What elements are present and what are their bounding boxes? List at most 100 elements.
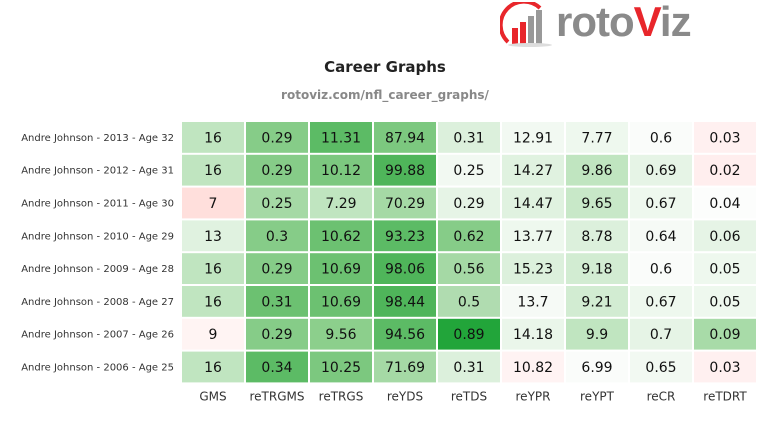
heatmap-cell xyxy=(438,220,500,252)
heatmap-cell xyxy=(502,187,564,219)
heatmap-cell xyxy=(694,187,756,219)
cell-value: 14.47 xyxy=(513,196,553,212)
column-label: reTRGS xyxy=(319,389,364,403)
heatmap-cell xyxy=(310,286,372,317)
heatmap-cell xyxy=(502,122,564,153)
heatmap-cell xyxy=(630,122,692,153)
cell-value: 16 xyxy=(204,163,222,179)
heatmap-cell xyxy=(694,220,756,252)
heatmap-cell xyxy=(246,351,308,383)
heatmap-cell xyxy=(502,351,564,383)
heatmap-cell xyxy=(374,122,436,153)
heatmap-cell xyxy=(630,253,692,284)
heatmap-cell xyxy=(566,318,628,350)
cell-value: 0.69 xyxy=(645,163,676,179)
heatmap-cell xyxy=(438,318,500,350)
rotoviz-logo: rotoViz xyxy=(498,0,700,47)
cell-value: 0.31 xyxy=(453,360,484,376)
row-label: Andre Johnson - 2013 - Age 32 xyxy=(21,133,174,144)
heatmap-cell xyxy=(310,351,372,383)
row-label: Andre Johnson - 2010 - Age 29 xyxy=(21,231,174,242)
heatmap-cell xyxy=(246,122,308,153)
cell-value: 13.77 xyxy=(513,229,553,245)
cell-value: 9.86 xyxy=(581,163,612,179)
cell-value: 0.04 xyxy=(709,196,740,212)
heatmap-cell xyxy=(630,351,692,383)
cell-value: 0.29 xyxy=(453,196,484,212)
cell-value: 15.23 xyxy=(513,262,553,278)
heatmap-cell xyxy=(694,122,756,153)
cell-value: 10.25 xyxy=(321,360,361,376)
heatmap-cell xyxy=(438,187,500,219)
cell-value: 7 xyxy=(209,196,218,212)
cell-value: 0.31 xyxy=(453,130,484,146)
row-label: Andre Johnson - 2009 - Age 28 xyxy=(21,264,174,275)
cell-value: 0.25 xyxy=(261,196,292,212)
row-label: Andre Johnson - 2011 - Age 30 xyxy=(21,199,174,210)
heatmap-cell xyxy=(694,286,756,317)
heatmap-cell xyxy=(502,318,564,350)
heatmap-cell xyxy=(374,351,436,383)
cell-value: 9 xyxy=(209,327,218,343)
heatmap-cell xyxy=(694,351,756,383)
heatmap-cell xyxy=(566,122,628,153)
heatmap-cell xyxy=(566,286,628,317)
heatmap-cell xyxy=(310,122,372,153)
heatmap-cell xyxy=(310,154,372,186)
cell-value: 7.29 xyxy=(325,196,356,212)
cell-value: 10.62 xyxy=(321,229,361,245)
cell-value: 0.29 xyxy=(261,130,292,146)
cell-value: 0.67 xyxy=(645,294,676,310)
cell-value: 0.29 xyxy=(261,327,292,343)
heatmap-cell xyxy=(502,220,564,252)
heatmap-cell xyxy=(182,253,244,284)
chart-title: Career Graphs xyxy=(324,58,446,76)
heatmap-cell xyxy=(310,253,372,284)
heatmap-cell xyxy=(438,286,500,317)
heatmap-cell xyxy=(438,154,500,186)
heatmap-cell xyxy=(566,253,628,284)
cell-value: 0.29 xyxy=(261,262,292,278)
cell-value: 0.65 xyxy=(645,360,676,376)
column-label: reTRGMS xyxy=(250,389,305,403)
heatmap-cell xyxy=(182,318,244,350)
heatmap-cell xyxy=(246,253,308,284)
logo-text: roto xyxy=(556,0,635,45)
heatmap-cell xyxy=(694,318,756,350)
heatmap-cell xyxy=(182,154,244,186)
heatmap-cell xyxy=(502,154,564,186)
column-label: reCR xyxy=(647,389,676,403)
cell-value: 0.05 xyxy=(709,262,740,278)
cell-value: 71.69 xyxy=(385,360,425,376)
column-label: reYPT xyxy=(580,389,615,403)
cell-value: 10.82 xyxy=(513,360,553,376)
column-label: GMS xyxy=(199,389,226,403)
cell-value: 10.69 xyxy=(321,294,361,310)
cell-value: 0.06 xyxy=(709,229,740,245)
cell-value: 6.99 xyxy=(581,360,612,376)
cell-value: 0.5 xyxy=(458,294,480,310)
cell-value: 0.3 xyxy=(266,229,288,245)
heatmap-cell xyxy=(566,351,628,383)
cell-value: 14.27 xyxy=(513,163,553,179)
heatmap-cell xyxy=(566,154,628,186)
cell-value: 10.12 xyxy=(321,163,361,179)
cell-value: 0.05 xyxy=(709,294,740,310)
heatmap-cell xyxy=(182,187,244,219)
heatmap-cell xyxy=(182,220,244,252)
cell-value: 94.56 xyxy=(385,327,425,343)
cell-value: 16 xyxy=(204,130,222,146)
heatmap-cell xyxy=(566,187,628,219)
cell-value: 13.7 xyxy=(517,294,548,310)
cell-value: 9.9 xyxy=(586,327,608,343)
cell-value: 0.34 xyxy=(261,360,292,376)
heatmap-cell xyxy=(438,351,500,383)
heatmap-cell xyxy=(694,154,756,186)
cell-value: 0.09 xyxy=(709,327,740,343)
heatmap-cell xyxy=(502,286,564,317)
cell-value: 0.31 xyxy=(261,294,292,310)
cell-value: 12.91 xyxy=(513,130,553,146)
cell-value: 98.44 xyxy=(385,294,425,310)
column-label: reTDRT xyxy=(703,389,747,403)
cell-value: 8.78 xyxy=(581,229,612,245)
